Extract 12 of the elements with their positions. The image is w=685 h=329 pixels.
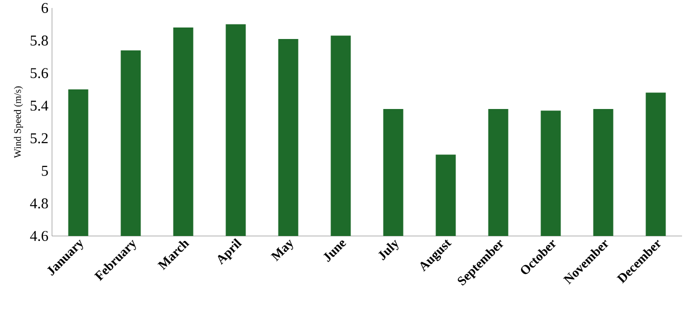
x-tick-label: June: [323, 240, 346, 262]
y-tick-label: 5.6: [30, 68, 48, 78]
y-tick-label: 5.2: [30, 133, 48, 144]
y-tick-label: 5.4: [30, 100, 48, 111]
x-tick-label: July: [378, 240, 398, 260]
y-tick-label: 5: [42, 166, 48, 176]
x-tick-label: May: [270, 240, 294, 262]
y-tick-label: 5.8: [30, 35, 48, 46]
y-axis-title: Wind Speed (m/s): [14, 86, 23, 158]
y-tick-label: 6: [42, 2, 48, 14]
y-tick-label: 4.6: [30, 230, 48, 242]
y-tick-label: 4.8: [30, 198, 48, 209]
